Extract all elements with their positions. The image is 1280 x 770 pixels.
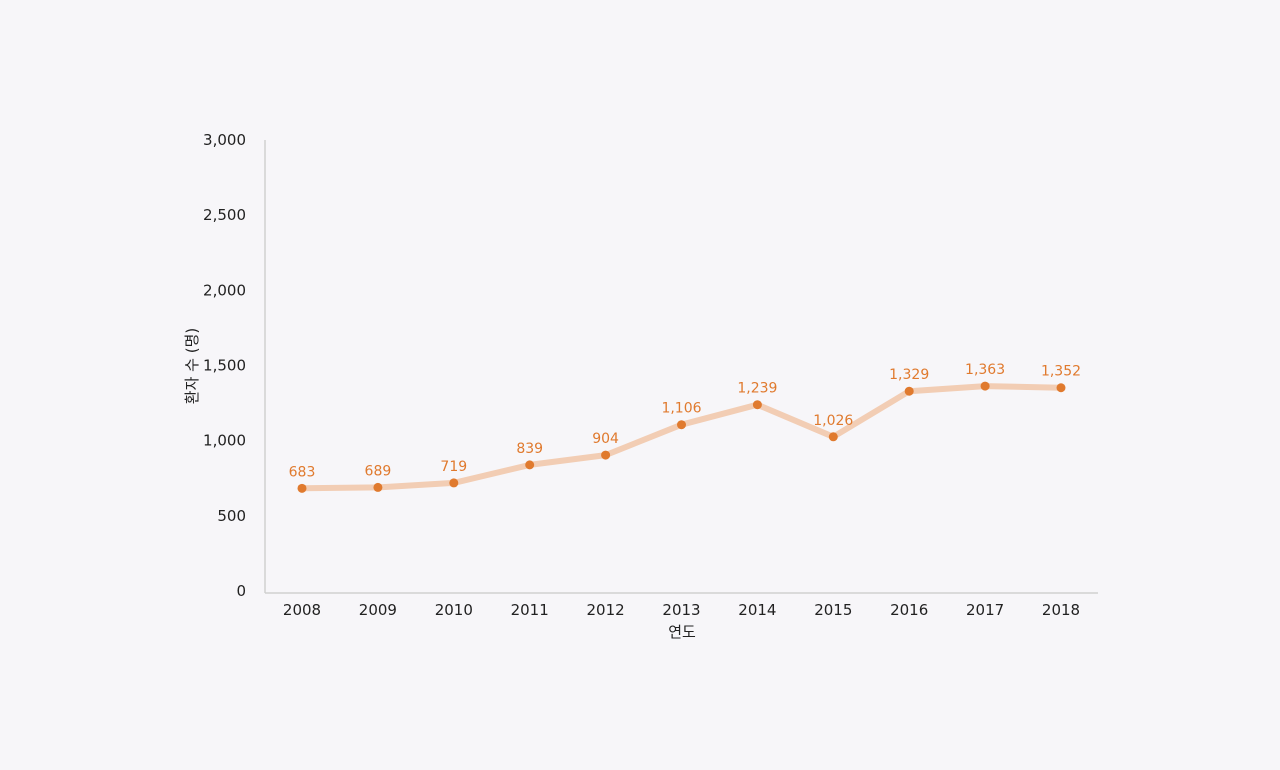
x-axis-title: 연도: [668, 623, 696, 641]
x-tick-label: 2018: [1042, 601, 1080, 619]
x-tick-label: 2013: [662, 601, 700, 619]
data-label: 904: [592, 431, 619, 447]
data-point: [297, 483, 307, 493]
data-label: 1,329: [889, 367, 929, 383]
data-label: 1,026: [813, 413, 853, 429]
x-tick-label: 2014: [738, 601, 776, 619]
data-point: [828, 432, 838, 442]
data-point: [752, 400, 762, 410]
data-label: 1,352: [1041, 364, 1081, 380]
y-tick-label: 0: [236, 582, 246, 600]
x-tick-label: 2017: [966, 601, 1004, 619]
data-label: 1,239: [737, 381, 777, 397]
series-markers: [297, 381, 1066, 493]
y-tick-label: 2,000: [203, 281, 246, 299]
data-label: 1,363: [965, 362, 1005, 378]
x-tick-label: 2010: [435, 601, 473, 619]
data-label: 689: [365, 463, 392, 479]
y-axis-title: 환자 수 (명): [183, 328, 201, 404]
data-point: [373, 482, 383, 492]
data-label: 719: [440, 459, 467, 475]
data-point: [904, 386, 914, 396]
x-tick-labels: 2008 2009 2010 2011 2012 2013 2014 2015 2016 2017…: [283, 601, 1080, 619]
data-point: [601, 450, 611, 460]
data-label: 1,106: [661, 401, 701, 417]
data-label: 683: [289, 464, 316, 480]
y-tick-labels: 0 500 1,000 1,500 2,000 2,500 3,000: [203, 131, 246, 600]
data-point: [525, 460, 535, 470]
x-tick-label: 2012: [587, 601, 625, 619]
data-point: [1056, 383, 1066, 393]
data-point: [677, 420, 686, 430]
y-tick-label: 3,000: [203, 131, 246, 149]
x-tick-label: 2015: [814, 601, 852, 619]
y-tick-label: 2,500: [203, 206, 246, 224]
x-tick-label: 2011: [511, 601, 549, 619]
data-label: 839: [516, 441, 543, 457]
data-point: [980, 381, 990, 391]
x-tick-label: 2009: [359, 601, 397, 619]
y-tick-label: 1,500: [203, 357, 246, 375]
data-labels: 683 689 719 839 904 1,106 1,239 1,026 1,329 1,363…: [289, 362, 1081, 480]
data-point: [449, 478, 459, 488]
y-tick-label: 1,000: [203, 432, 246, 450]
x-tick-label: 2008: [283, 601, 321, 619]
y-tick-label: 500: [217, 507, 246, 525]
x-tick-label: 2016: [890, 601, 928, 619]
